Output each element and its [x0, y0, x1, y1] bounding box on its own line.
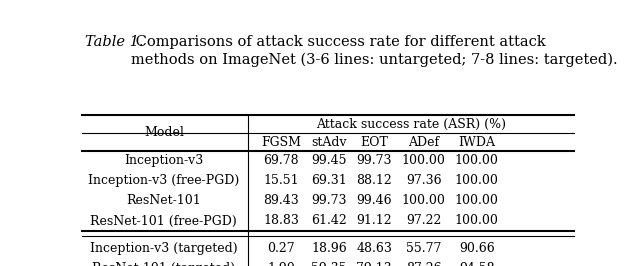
Text: 15.51: 15.51	[263, 174, 299, 187]
Text: Comparisons of attack success rate for different attack
methods on ImageNet (3-6: Comparisons of attack success rate for d…	[131, 35, 617, 67]
Text: 91.12: 91.12	[356, 214, 392, 227]
Text: 55.77: 55.77	[406, 242, 442, 255]
Text: ADef: ADef	[408, 135, 439, 148]
Text: 100.00: 100.00	[402, 194, 445, 207]
Text: 99.73: 99.73	[311, 194, 347, 207]
Text: 100.00: 100.00	[402, 154, 445, 167]
Text: ResNet-101 (targeted): ResNet-101 (targeted)	[92, 261, 236, 266]
Text: Model: Model	[144, 126, 184, 139]
Text: ResNet-101 (free-PGD): ResNet-101 (free-PGD)	[90, 214, 237, 227]
Text: 1.90: 1.90	[267, 261, 295, 266]
Text: 18.96: 18.96	[311, 242, 347, 255]
Text: 59.35: 59.35	[311, 261, 347, 266]
Text: 79.13: 79.13	[356, 261, 392, 266]
Text: 88.12: 88.12	[356, 174, 392, 187]
Text: 100.00: 100.00	[455, 214, 499, 227]
Text: 99.73: 99.73	[356, 154, 392, 167]
Text: 48.63: 48.63	[356, 242, 392, 255]
Text: 100.00: 100.00	[455, 194, 499, 207]
Text: 99.45: 99.45	[311, 154, 347, 167]
Text: 0.27: 0.27	[267, 242, 294, 255]
Text: stAdv: stAdv	[311, 135, 347, 148]
Text: 89.43: 89.43	[263, 194, 299, 207]
Text: 18.83: 18.83	[263, 214, 299, 227]
Text: 97.36: 97.36	[406, 174, 442, 187]
Text: 61.42: 61.42	[311, 214, 347, 227]
Text: ResNet-101: ResNet-101	[127, 194, 201, 207]
Text: Inception-v3 (targeted): Inception-v3 (targeted)	[90, 242, 237, 255]
Text: 90.66: 90.66	[459, 242, 495, 255]
Text: Attack success rate (ASR) (%): Attack success rate (ASR) (%)	[316, 118, 506, 131]
Text: IWDA: IWDA	[458, 135, 495, 148]
Text: 99.46: 99.46	[356, 194, 392, 207]
Text: Table 1.: Table 1.	[85, 35, 143, 49]
Text: FGSM: FGSM	[261, 135, 301, 148]
Text: 97.22: 97.22	[406, 214, 442, 227]
Text: Inception-v3: Inception-v3	[124, 154, 204, 167]
Text: 100.00: 100.00	[455, 154, 499, 167]
Text: EOT: EOT	[360, 135, 388, 148]
Text: 69.31: 69.31	[311, 174, 347, 187]
Text: Inception-v3 (free-PGD): Inception-v3 (free-PGD)	[88, 174, 239, 187]
Text: 94.58: 94.58	[459, 261, 495, 266]
Text: 100.00: 100.00	[455, 174, 499, 187]
Text: 69.78: 69.78	[263, 154, 299, 167]
Text: 87.26: 87.26	[406, 261, 442, 266]
